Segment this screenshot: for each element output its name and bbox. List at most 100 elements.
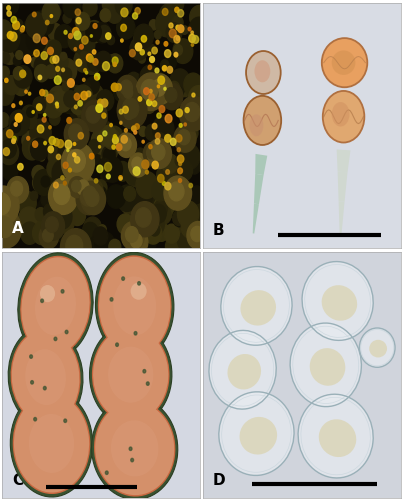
- Circle shape: [176, 134, 182, 142]
- Circle shape: [177, 148, 181, 152]
- Circle shape: [44, 142, 46, 144]
- Circle shape: [174, 0, 184, 11]
- Circle shape: [54, 166, 75, 192]
- Circle shape: [30, 355, 33, 358]
- Circle shape: [140, 77, 156, 96]
- Circle shape: [135, 43, 141, 51]
- Circle shape: [33, 174, 47, 192]
- Circle shape: [32, 12, 36, 17]
- Circle shape: [187, 26, 195, 36]
- Circle shape: [155, 77, 170, 96]
- Circle shape: [52, 160, 74, 186]
- Circle shape: [82, 36, 88, 44]
- Circle shape: [152, 124, 157, 129]
- Circle shape: [85, 20, 103, 43]
- Circle shape: [98, 225, 106, 234]
- Circle shape: [86, 22, 101, 42]
- Circle shape: [110, 298, 113, 301]
- Circle shape: [39, 70, 46, 78]
- Circle shape: [154, 200, 167, 217]
- Circle shape: [169, 182, 184, 201]
- Circle shape: [0, 193, 10, 214]
- Circle shape: [74, 49, 93, 72]
- Circle shape: [84, 179, 103, 202]
- Circle shape: [147, 146, 157, 159]
- Circle shape: [30, 191, 37, 200]
- Circle shape: [76, 104, 89, 118]
- Circle shape: [152, 80, 166, 96]
- Circle shape: [145, 234, 157, 250]
- Circle shape: [175, 156, 183, 166]
- Circle shape: [65, 197, 73, 206]
- Circle shape: [153, 116, 174, 142]
- Circle shape: [95, 74, 100, 80]
- Circle shape: [8, 237, 15, 244]
- Circle shape: [60, 52, 66, 60]
- Circle shape: [116, 185, 137, 212]
- Ellipse shape: [254, 60, 270, 82]
- Circle shape: [13, 34, 33, 60]
- Circle shape: [56, 170, 74, 191]
- Circle shape: [102, 62, 110, 70]
- Circle shape: [148, 52, 151, 56]
- Circle shape: [94, 121, 114, 146]
- Circle shape: [84, 68, 87, 72]
- Circle shape: [18, 192, 36, 214]
- Circle shape: [147, 150, 158, 163]
- Circle shape: [82, 222, 99, 243]
- Circle shape: [167, 66, 172, 73]
- Circle shape: [178, 10, 184, 17]
- Circle shape: [143, 88, 149, 94]
- Circle shape: [112, 136, 118, 144]
- Circle shape: [62, 92, 79, 114]
- Circle shape: [85, 86, 93, 96]
- Circle shape: [138, 96, 142, 101]
- Circle shape: [93, 58, 98, 65]
- Circle shape: [4, 76, 19, 95]
- Circle shape: [85, 148, 100, 166]
- Circle shape: [155, 138, 160, 144]
- Circle shape: [64, 177, 77, 193]
- Circle shape: [47, 159, 62, 178]
- Circle shape: [184, 100, 195, 114]
- Ellipse shape: [91, 397, 178, 500]
- Ellipse shape: [25, 349, 66, 405]
- Circle shape: [84, 148, 96, 163]
- Circle shape: [13, 76, 29, 96]
- Circle shape: [85, 190, 99, 206]
- Circle shape: [67, 98, 78, 110]
- Ellipse shape: [96, 252, 174, 360]
- Circle shape: [138, 282, 140, 285]
- Circle shape: [166, 170, 169, 174]
- Circle shape: [14, 122, 17, 126]
- Circle shape: [123, 101, 135, 116]
- Circle shape: [187, 78, 200, 94]
- Circle shape: [76, 33, 95, 56]
- Circle shape: [150, 20, 158, 30]
- Circle shape: [149, 144, 152, 149]
- Circle shape: [84, 217, 102, 239]
- Circle shape: [106, 33, 111, 40]
- Ellipse shape: [131, 282, 147, 300]
- Circle shape: [3, 148, 10, 156]
- Ellipse shape: [243, 96, 281, 145]
- Circle shape: [141, 36, 147, 42]
- Circle shape: [134, 24, 154, 48]
- Circle shape: [102, 146, 116, 163]
- Circle shape: [193, 234, 204, 248]
- Circle shape: [76, 59, 82, 66]
- Circle shape: [46, 144, 53, 154]
- Circle shape: [42, 212, 64, 240]
- Circle shape: [95, 186, 107, 202]
- Circle shape: [31, 138, 48, 160]
- Circle shape: [147, 100, 152, 105]
- Circle shape: [50, 14, 52, 18]
- Ellipse shape: [20, 256, 91, 356]
- Circle shape: [53, 88, 72, 112]
- Circle shape: [124, 87, 133, 99]
- Circle shape: [178, 130, 190, 144]
- Ellipse shape: [94, 400, 175, 496]
- Circle shape: [135, 148, 145, 162]
- Circle shape: [118, 98, 127, 108]
- Circle shape: [76, 183, 102, 214]
